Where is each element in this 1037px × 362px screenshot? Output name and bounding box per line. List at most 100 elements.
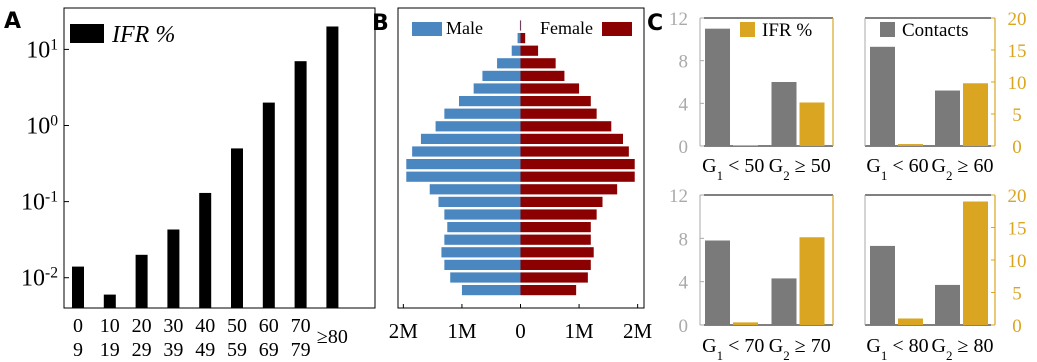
x-tick-label: 1M	[564, 319, 594, 343]
x-tick-label: 2M	[623, 319, 653, 343]
contacts-bar	[935, 90, 960, 146]
female-bar	[520, 285, 577, 296]
group-label: G2 ≥ 60	[932, 155, 994, 183]
left-tick-label: 4	[679, 94, 689, 115]
group-label: G2 ≥ 70	[769, 335, 831, 362]
ifr-bar	[799, 102, 825, 146]
contacts-bar	[935, 284, 960, 325]
male-bar	[447, 222, 521, 233]
female-bar	[520, 209, 597, 220]
female-bar	[520, 45, 539, 56]
ifr-bar	[326, 26, 339, 309]
male-bar	[444, 108, 521, 119]
female-bar	[520, 33, 526, 44]
contacts-bar	[771, 278, 797, 325]
female-bar	[520, 83, 580, 94]
x-tick-label-top: 60	[259, 315, 279, 337]
ifr-bar	[799, 237, 825, 325]
ifr-bar	[231, 148, 243, 308]
female-bar	[520, 121, 612, 132]
ifr-bar	[294, 61, 307, 308]
contacts-bar	[771, 82, 797, 146]
x-tick-label-bottom: 69	[259, 339, 279, 361]
ifr-bar	[167, 229, 180, 308]
group-label: G1 < 60	[866, 155, 928, 183]
right-tick-label: 5	[1012, 105, 1022, 126]
male-bar	[497, 58, 521, 69]
pyramid-bars	[406, 20, 635, 296]
pyramid-x-axis-ticks: 2M 1M 0 1M 2M	[389, 304, 653, 343]
x-tick-label-top: 10	[100, 315, 120, 337]
panel-label-a: A	[4, 9, 21, 34]
panel-label-c: C	[647, 11, 663, 36]
ifr-bar	[199, 192, 212, 308]
legend-label-female: Female	[540, 18, 593, 38]
male-bar	[461, 285, 521, 296]
female-bar	[520, 272, 588, 283]
x-tick-label-bottom: 19	[100, 339, 120, 361]
y-tick-label: 101	[26, 36, 58, 64]
female-bar	[520, 146, 629, 157]
pyramid-legend: Male Female	[412, 18, 632, 38]
ifr-bar	[135, 254, 148, 308]
x-tick-label-bottom: 79	[291, 339, 311, 361]
legend-swatch-female	[602, 22, 632, 36]
male-bar	[517, 33, 521, 44]
female-bar	[520, 171, 635, 182]
x-tick-label-top: 20	[132, 315, 152, 337]
right-tick-label: 5	[1012, 284, 1022, 305]
male-bar	[412, 146, 521, 157]
ifr-y-axis-ticks: 10-2 10-1 100 101	[21, 36, 69, 292]
male-bar	[444, 209, 521, 220]
ifr-bar	[72, 266, 84, 308]
female-bar	[520, 96, 591, 107]
ifr-bar	[262, 102, 275, 308]
legend-label-contacts: Contacts	[902, 20, 969, 41]
x-tick-label-top: 70	[291, 315, 311, 337]
female-bar	[520, 234, 591, 245]
female-bar	[520, 222, 591, 233]
left-tick-label: 12	[669, 186, 688, 207]
female-bar	[520, 133, 623, 144]
female-bar	[520, 196, 603, 207]
male-bar	[473, 83, 521, 94]
right-tick-label: 10	[1008, 251, 1027, 272]
c-legend-ifr: IFR %	[740, 20, 812, 41]
female-bar	[520, 159, 635, 170]
y-tick-label: 10-1	[21, 188, 58, 216]
legend-label-ifr: IFR %	[762, 20, 812, 41]
contacts-bar	[705, 240, 730, 325]
ifr-bar	[963, 83, 988, 146]
right-tick-label: 20	[1008, 186, 1027, 207]
female-bar	[520, 108, 597, 119]
ifr-bar	[898, 318, 923, 325]
female-bar	[520, 259, 591, 270]
x-tick-label: 0	[515, 319, 526, 343]
group-label: G1 < 70	[702, 335, 764, 362]
male-bar	[429, 184, 521, 195]
subplot-g60: G1 < 60 G2 ≥ 60 0 5 10 15 20	[864, 9, 1027, 183]
male-bar	[438, 196, 521, 207]
female-bar	[520, 58, 556, 69]
ifr-bars	[72, 26, 339, 309]
panel-label-b: B	[372, 11, 389, 36]
contacts-bar	[705, 28, 730, 147]
male-bar	[444, 234, 521, 245]
female-bar	[520, 20, 522, 31]
y-tick-label: 10-2	[21, 264, 58, 292]
male-bar	[420, 133, 521, 144]
legend-swatch-male	[412, 22, 442, 36]
x-tick-label-top: 30	[163, 315, 183, 337]
legend-swatch-ifr	[740, 22, 755, 37]
contacts-bar	[870, 245, 895, 325]
contacts-vs-ifr-charts: G1 < 50 G2 ≥ 50 0 4 8 12 G1 < 60 G2 ≥ 60 0 5 10 15…	[669, 9, 1027, 362]
x-tick-label: 1M	[447, 319, 477, 343]
male-bar	[511, 45, 521, 56]
x-tick-label-top: 0	[73, 315, 83, 337]
group-label: G1 < 50	[702, 155, 764, 183]
right-tick-label: 0	[1012, 137, 1022, 158]
legend-swatch-contacts	[880, 22, 895, 37]
x-tick-label-bottom: 39	[163, 339, 183, 361]
x-tick-label: ≥80	[317, 326, 348, 348]
